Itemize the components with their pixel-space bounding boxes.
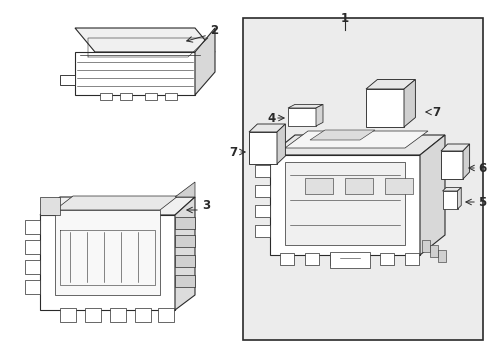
Polygon shape — [175, 217, 195, 229]
Polygon shape — [85, 308, 101, 322]
Polygon shape — [175, 235, 195, 247]
Polygon shape — [75, 28, 215, 52]
Polygon shape — [40, 197, 60, 215]
Polygon shape — [287, 108, 315, 126]
Polygon shape — [243, 18, 482, 340]
Polygon shape — [345, 178, 372, 194]
Polygon shape — [365, 80, 414, 89]
Polygon shape — [75, 52, 195, 95]
Polygon shape — [164, 93, 177, 100]
Polygon shape — [354, 253, 368, 265]
Polygon shape — [280, 253, 293, 265]
Polygon shape — [440, 144, 468, 151]
Polygon shape — [60, 75, 75, 85]
Polygon shape — [120, 93, 132, 100]
Polygon shape — [254, 165, 269, 177]
Polygon shape — [25, 240, 40, 254]
Polygon shape — [175, 275, 195, 287]
Polygon shape — [442, 191, 457, 209]
Polygon shape — [462, 144, 468, 179]
Polygon shape — [419, 135, 444, 255]
Text: 1: 1 — [340, 12, 348, 25]
Polygon shape — [305, 253, 318, 265]
Polygon shape — [195, 28, 215, 95]
Polygon shape — [384, 178, 412, 194]
Polygon shape — [40, 197, 195, 215]
Text: 5: 5 — [477, 195, 485, 208]
Polygon shape — [440, 151, 462, 179]
Polygon shape — [269, 135, 444, 155]
Text: 6: 6 — [477, 162, 485, 175]
Polygon shape — [276, 124, 285, 164]
Polygon shape — [421, 240, 429, 252]
Polygon shape — [403, 80, 414, 127]
Polygon shape — [135, 308, 151, 322]
Polygon shape — [285, 131, 427, 148]
Polygon shape — [25, 220, 40, 234]
Polygon shape — [55, 210, 160, 295]
Polygon shape — [25, 280, 40, 294]
Polygon shape — [404, 253, 418, 265]
Polygon shape — [145, 93, 157, 100]
Polygon shape — [248, 124, 285, 132]
Polygon shape — [100, 93, 112, 100]
Polygon shape — [175, 182, 195, 197]
Polygon shape — [40, 215, 175, 310]
Polygon shape — [60, 308, 76, 322]
Polygon shape — [269, 155, 419, 255]
Polygon shape — [329, 252, 369, 268]
Polygon shape — [254, 185, 269, 197]
Polygon shape — [285, 162, 404, 245]
Text: 7: 7 — [431, 105, 439, 118]
Text: 7: 7 — [228, 145, 237, 158]
Text: 4: 4 — [267, 112, 275, 125]
Polygon shape — [457, 188, 460, 209]
Polygon shape — [55, 196, 178, 210]
Polygon shape — [287, 104, 323, 108]
Polygon shape — [429, 245, 437, 257]
Polygon shape — [25, 260, 40, 274]
Polygon shape — [110, 308, 126, 322]
Polygon shape — [175, 197, 195, 310]
Polygon shape — [248, 132, 276, 164]
Polygon shape — [309, 130, 374, 140]
Text: 2: 2 — [209, 23, 218, 36]
Polygon shape — [379, 253, 393, 265]
Polygon shape — [442, 188, 460, 191]
Polygon shape — [175, 255, 195, 267]
Polygon shape — [254, 225, 269, 237]
Polygon shape — [437, 250, 445, 262]
Polygon shape — [329, 253, 343, 265]
Polygon shape — [315, 104, 323, 126]
Polygon shape — [305, 178, 332, 194]
Text: 3: 3 — [202, 198, 210, 212]
Polygon shape — [254, 205, 269, 217]
Polygon shape — [365, 89, 403, 127]
Polygon shape — [158, 308, 174, 322]
